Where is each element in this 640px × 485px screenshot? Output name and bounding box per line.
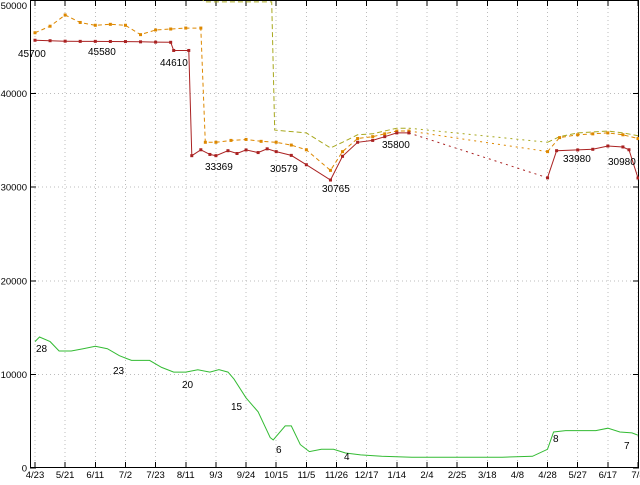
- svg-text:4: 4: [344, 452, 350, 463]
- svg-text:5/21: 5/21: [56, 470, 75, 480]
- svg-text:11/5: 11/5: [297, 470, 315, 480]
- svg-text:28: 28: [36, 344, 48, 355]
- svg-text:20: 20: [182, 380, 194, 391]
- svg-text:10/15: 10/15: [264, 470, 288, 480]
- svg-text:35800: 35800: [382, 140, 410, 151]
- svg-text:33369: 33369: [205, 162, 233, 173]
- svg-text:11/26: 11/26: [325, 470, 348, 480]
- svg-text:12/17: 12/17: [355, 470, 379, 480]
- svg-text:2/25: 2/25: [448, 470, 467, 480]
- svg-text:40000: 40000: [1, 89, 27, 100]
- svg-text:7: 7: [624, 441, 630, 452]
- svg-text:44610: 44610: [160, 58, 188, 69]
- svg-text:8: 8: [553, 434, 559, 445]
- svg-text:7/8: 7/8: [631, 470, 640, 480]
- svg-text:15: 15: [231, 402, 243, 413]
- svg-text:10000: 10000: [1, 370, 27, 381]
- svg-text:7/2: 7/2: [119, 470, 132, 480]
- svg-text:0: 0: [22, 464, 27, 475]
- svg-text:6/17: 6/17: [599, 470, 618, 480]
- svg-text:5/27: 5/27: [568, 470, 587, 480]
- svg-text:7/23: 7/23: [146, 470, 165, 480]
- svg-text:4/28: 4/28: [538, 470, 557, 480]
- svg-text:30000: 30000: [1, 183, 27, 194]
- svg-text:45580: 45580: [88, 47, 116, 58]
- svg-text:3/18: 3/18: [478, 470, 497, 480]
- svg-text:4/8: 4/8: [511, 470, 524, 480]
- svg-text:8/11: 8/11: [177, 470, 195, 480]
- svg-text:1/14: 1/14: [388, 470, 407, 480]
- svg-text:4/23: 4/23: [26, 470, 45, 480]
- svg-text:30765: 30765: [322, 184, 350, 195]
- svg-text:9/3: 9/3: [209, 470, 222, 480]
- svg-text:9/24: 9/24: [237, 470, 256, 480]
- svg-text:45700: 45700: [18, 49, 46, 60]
- svg-text:30980: 30980: [608, 157, 636, 168]
- svg-text:33980: 33980: [563, 154, 591, 165]
- svg-text:30579: 30579: [270, 164, 298, 175]
- svg-text:2/4: 2/4: [420, 470, 433, 480]
- svg-text:6: 6: [276, 445, 282, 456]
- svg-text:23: 23: [113, 366, 125, 377]
- svg-text:6/11: 6/11: [86, 470, 104, 480]
- svg-text:50000: 50000: [1, 1, 27, 12]
- svg-text:20000: 20000: [1, 276, 27, 287]
